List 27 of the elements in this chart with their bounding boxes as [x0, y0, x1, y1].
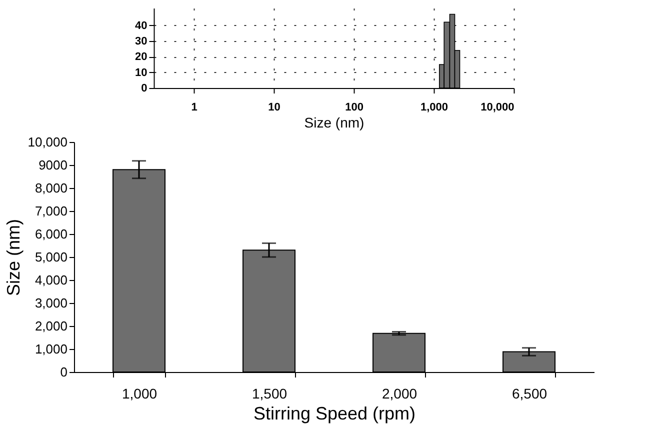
- y-tick-label: 8,000: [34, 180, 68, 196]
- y-tick-label: 10: [135, 66, 148, 79]
- x-tick-label: 1,500: [252, 386, 288, 402]
- x-axis-title: Size (nm): [304, 114, 364, 130]
- x-tick-label: 100: [345, 102, 364, 114]
- x-tick-label: 1: [191, 102, 198, 114]
- y-tick-label: 20: [135, 51, 148, 64]
- y-tick-label: 30: [135, 35, 148, 48]
- y-tick-label: 3,000: [34, 296, 68, 310]
- y-tick-label: 0: [141, 82, 148, 94]
- y-tick-label: 40: [135, 20, 148, 32]
- y-tick-label: 2,000: [34, 318, 68, 334]
- x-tick-label: 10,000: [480, 102, 514, 114]
- y-tick-label: 10,000: [28, 134, 68, 150]
- y-tick-label: 7,000: [34, 204, 68, 218]
- x-tick-label: 1,000: [420, 102, 448, 114]
- x-tick-label: 2,000: [382, 386, 418, 402]
- x-tick-label: 10: [268, 102, 280, 114]
- x-axis-title: Stirring Speed (rpm): [253, 404, 416, 424]
- y-axis-title: Size (nm): [4, 218, 24, 296]
- y-tick-label: 0: [60, 364, 68, 380]
- y-tick-label: 6,000: [34, 226, 68, 242]
- y-tick-label: 5,000: [34, 250, 68, 264]
- y-tick-label: 4,000: [34, 272, 68, 288]
- y-tick-label: 1,000: [34, 342, 68, 356]
- y-tick-label: 9000: [38, 158, 68, 172]
- x-tick-label: 6,500: [512, 386, 548, 402]
